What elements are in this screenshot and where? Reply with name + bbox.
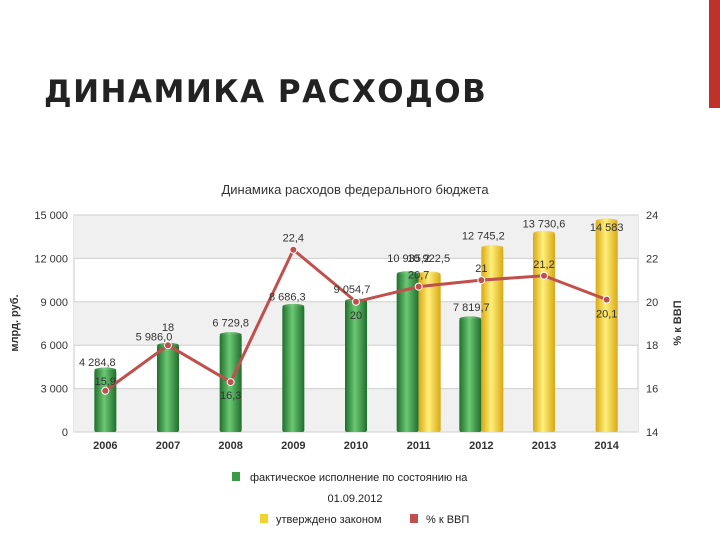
gdp-label: 22,4 bbox=[283, 233, 304, 245]
y-tick-label: 15 000 bbox=[34, 210, 68, 222]
data-labels: 4 284,8 5 986,0 6 729,8 8 686,3 9 054,7 10 93… bbox=[79, 218, 624, 402]
gdp-point bbox=[289, 245, 298, 254]
bar-actual-label: 5 986,0 bbox=[136, 331, 173, 343]
bar-approved bbox=[595, 221, 618, 432]
bar-approved bbox=[533, 233, 555, 432]
gdp-point bbox=[477, 276, 486, 285]
legend: фактическое исполнение по состоянию на 0… bbox=[232, 472, 469, 526]
x-tick-label: 2014 bbox=[594, 440, 619, 452]
gdp-label: 21 bbox=[475, 263, 487, 275]
bar-approved-label: 14 583 bbox=[590, 222, 624, 234]
y-tick-label: 0 bbox=[62, 427, 68, 439]
accent-bar bbox=[709, 0, 720, 108]
y-tick-label: 6 000 bbox=[40, 340, 68, 352]
x-tick-label: 2011 bbox=[407, 440, 431, 452]
y2-tick-label: 20 bbox=[646, 297, 658, 309]
gdp-label: 20,7 bbox=[408, 270, 429, 282]
bar-approved-label: 12 745,2 bbox=[462, 231, 505, 243]
bar-actual bbox=[459, 318, 482, 432]
y2-tick-label: 16 bbox=[646, 384, 658, 396]
bar-approved bbox=[418, 273, 441, 432]
y-tick-label: 3 000 bbox=[40, 384, 68, 396]
bar-actual-cap bbox=[396, 271, 419, 277]
x-tick-label: 2007 bbox=[156, 440, 180, 452]
gdp-label: 20,1 bbox=[596, 309, 617, 321]
gdp-label: 20 bbox=[350, 310, 362, 322]
y2-tick-label: 22 bbox=[646, 253, 658, 265]
gdp-label: 21,2 bbox=[533, 259, 554, 271]
bar-actual bbox=[157, 345, 179, 432]
bars bbox=[94, 218, 618, 432]
x-tick-label: 2006 bbox=[93, 440, 117, 452]
gdp-label: 18 bbox=[162, 322, 174, 334]
y-tick-label: 9 000 bbox=[40, 297, 68, 309]
y2-axis-title: % к ВВП bbox=[672, 300, 684, 345]
bar-actual bbox=[345, 301, 367, 432]
legend-label-actual-line1: фактическое исполнение по состоянию на bbox=[250, 472, 468, 484]
legend-swatch-gdp bbox=[410, 514, 418, 523]
legend-label-gdp: % к ВВП bbox=[426, 514, 469, 526]
gdp-point bbox=[352, 297, 360, 306]
axes: 0 3 000 6 000 9 000 12 000 15 000 14 16 18 20 22 24… bbox=[34, 210, 658, 452]
gdp-label: 16,3 bbox=[220, 390, 241, 402]
bar-approved-label: 13 730,6 bbox=[523, 218, 566, 230]
y2-tick-label: 14 bbox=[646, 427, 658, 439]
bar-actual-cap bbox=[459, 316, 482, 322]
bar-actual-label: 9 054,7 bbox=[334, 284, 371, 296]
legend-label-actual-line2: 01.09.2012 bbox=[327, 493, 382, 505]
bar-actual-label: 10 935,2 bbox=[387, 253, 430, 265]
bar-actual-label: 6 729,8 bbox=[212, 318, 249, 330]
bar-approved-cap bbox=[533, 230, 555, 236]
bar-actual-cap bbox=[94, 367, 117, 373]
x-tick-label: 2009 bbox=[281, 440, 305, 452]
x-tick-label: 2010 bbox=[344, 440, 368, 452]
bar-approved-cap bbox=[481, 245, 504, 251]
gdp-label: 15,9 bbox=[95, 376, 116, 388]
gdp-point bbox=[414, 282, 423, 291]
x-tick-label: 2012 bbox=[469, 440, 493, 452]
bar-approved-cap bbox=[418, 271, 441, 277]
bar-actual-cap bbox=[282, 303, 305, 309]
gdp-point bbox=[602, 295, 611, 304]
gdp-point bbox=[226, 378, 235, 387]
y2-tick-label: 24 bbox=[646, 210, 658, 222]
y2-tick-label: 18 bbox=[646, 340, 658, 352]
bar-actual-label: 4 284,8 bbox=[79, 357, 116, 369]
legend-swatch-actual bbox=[232, 472, 240, 481]
bar-actual-label: 7 819,7 bbox=[453, 302, 490, 314]
gdp-point bbox=[540, 271, 548, 280]
x-tick-label: 2008 bbox=[218, 440, 242, 452]
x-tick-label: 2013 bbox=[532, 440, 556, 452]
bar-actual bbox=[282, 306, 305, 432]
y-axis-title: млрд. руб. bbox=[9, 294, 21, 351]
gdp-line bbox=[101, 245, 611, 395]
bar-actual-label: 8 686,3 bbox=[269, 291, 306, 303]
gdp-point bbox=[164, 341, 172, 350]
gdp-point bbox=[101, 386, 110, 395]
bar-approved-label: 10 922,5 bbox=[407, 253, 450, 265]
bar-actual-cap bbox=[219, 332, 242, 338]
bar-approved bbox=[481, 247, 504, 432]
slide-title: ДИНАМИКА РАСХОДОВ bbox=[44, 74, 488, 110]
chart-title: Динамика расходов федерального бюджета bbox=[221, 182, 489, 197]
legend-swatch-approved bbox=[260, 514, 268, 523]
legend-label-approved: утверждено законом bbox=[276, 514, 382, 526]
bar-actual bbox=[396, 273, 419, 432]
y-tick-label: 12 000 bbox=[34, 253, 68, 265]
bar-approved-cap bbox=[595, 218, 618, 224]
